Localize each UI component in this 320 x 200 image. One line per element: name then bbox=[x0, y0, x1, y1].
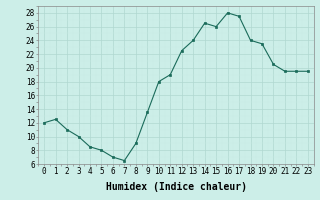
X-axis label: Humidex (Indice chaleur): Humidex (Indice chaleur) bbox=[106, 182, 246, 192]
